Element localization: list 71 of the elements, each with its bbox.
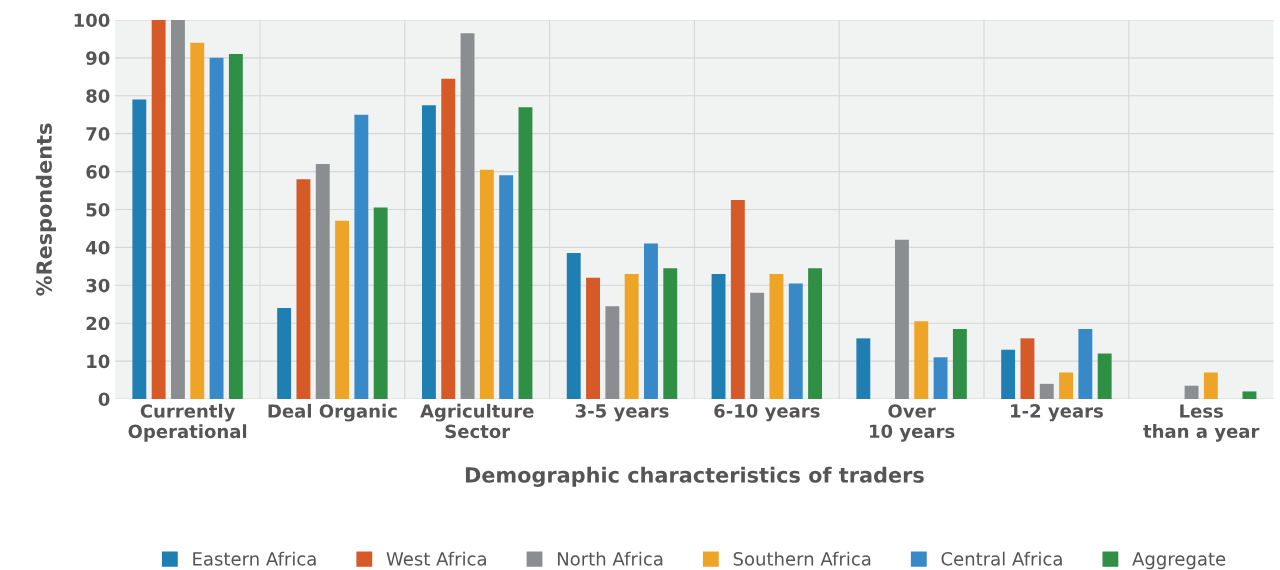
- bar: [730, 200, 745, 399]
- y-tick-label: 10: [87, 354, 110, 369]
- bar: [1020, 338, 1035, 399]
- bar: [769, 273, 784, 399]
- y-tick-label: 80: [86, 89, 110, 103]
- x-tick-label: 1-2 years: [1011, 404, 1103, 422]
- bar: [441, 78, 456, 399]
- y-tick-label: 70: [86, 127, 110, 141]
- legend-label: Southern Africa: [733, 551, 871, 566]
- bar: [171, 19, 185, 399]
- bar: [856, 338, 871, 399]
- bar: [1203, 372, 1218, 399]
- bar: [209, 57, 224, 399]
- bar: [479, 169, 494, 399]
- bar: [914, 321, 929, 399]
- bar: [190, 42, 205, 399]
- bar: [566, 253, 581, 399]
- bar: [1097, 353, 1112, 399]
- bar: [605, 306, 620, 399]
- bar: [1039, 383, 1054, 399]
- bar: [952, 328, 967, 399]
- legend-label: North Africa: [557, 551, 663, 566]
- bar: [151, 19, 166, 399]
- x-tick-label: Deal Organic: [268, 403, 397, 422]
- bar: [277, 308, 292, 399]
- x-tick-label: Agriculture Sector: [420, 403, 534, 439]
- x-tick-label: Currently Operational: [128, 403, 247, 442]
- legend-label: Aggregate: [1132, 552, 1226, 570]
- y-tick-label: 20: [86, 316, 110, 331]
- x-tick-label: 6-10 years: [714, 404, 820, 422]
- bar: [644, 243, 658, 399]
- bar: [1184, 385, 1199, 399]
- bar: [750, 292, 765, 399]
- x-tick-label: Less than a year: [1143, 404, 1260, 442]
- bar: [499, 175, 514, 399]
- bar: [788, 283, 803, 399]
- y-tick-label: 40: [86, 240, 110, 255]
- bar: [354, 114, 369, 399]
- bar: [1059, 372, 1073, 399]
- y-axis-title: %Respondents: [35, 123, 56, 296]
- legend-label: Central Africa: [941, 551, 1062, 566]
- y-tick-label: 90: [86, 51, 110, 65]
- bar: [296, 179, 311, 399]
- bar: [663, 268, 678, 399]
- legend-label: Eastern Africa: [193, 551, 316, 566]
- bar: [132, 99, 147, 399]
- bar: [228, 54, 243, 399]
- bar: [373, 207, 388, 399]
- x-axis-title: Demographic characteristics of traders: [465, 466, 924, 488]
- bar: [624, 273, 639, 399]
- x-tick-label: Over 10 years: [870, 404, 955, 442]
- legend-label: West Africa: [386, 551, 486, 566]
- bar: [808, 268, 823, 399]
- bar: [1242, 391, 1257, 399]
- y-tick-label: 0: [98, 392, 110, 407]
- y-tick-label: 50: [86, 202, 110, 217]
- bar: [315, 163, 330, 399]
- bar: [895, 239, 909, 399]
- y-tick-label: 100: [74, 13, 110, 28]
- bar: [421, 105, 436, 399]
- bar: [518, 107, 533, 399]
- bar: [1078, 328, 1093, 399]
- bar: [460, 33, 475, 399]
- x-tick-label: 3-5 years: [575, 404, 669, 422]
- y-tick-label: 30: [86, 278, 110, 293]
- bar: [1001, 349, 1016, 399]
- y-tick-label: 60: [86, 165, 110, 179]
- bar: [586, 277, 600, 399]
- bar: [711, 273, 726, 399]
- bar: [933, 357, 948, 399]
- bar: [335, 220, 349, 399]
